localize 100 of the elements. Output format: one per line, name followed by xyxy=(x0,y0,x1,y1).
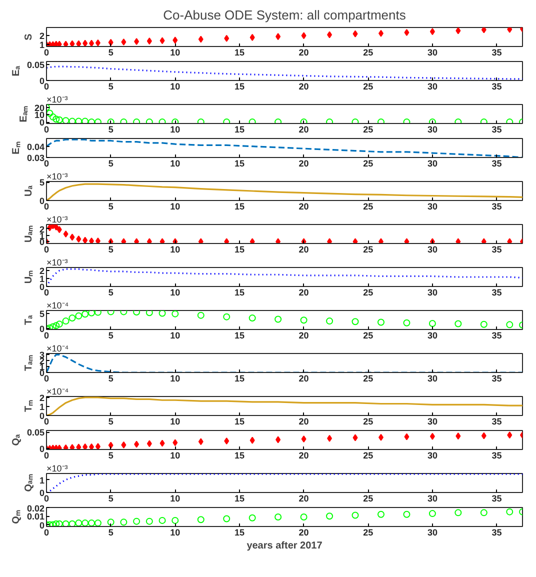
x-tick-label: 5 xyxy=(108,82,114,92)
x-tick-label: 10 xyxy=(170,124,180,134)
x-tick-label: 25 xyxy=(363,158,374,168)
x-tick-label: 25 xyxy=(363,330,374,340)
x-tick-label: 20 xyxy=(298,416,309,426)
y-tick-label: 2 xyxy=(39,266,45,276)
x-tick-label: 25 xyxy=(363,416,374,426)
y-tick-label: 0.04 xyxy=(26,142,45,152)
x-tick-label: 35 xyxy=(492,48,502,58)
y-tick-label: 0.02 xyxy=(26,504,45,514)
y-axis-title: Eₘ xyxy=(10,142,22,154)
y-tick-label: 0.05 xyxy=(26,428,45,438)
x-tick-label: 5 xyxy=(108,374,114,384)
y-tick-label: 20 xyxy=(34,102,45,113)
x-tick-label: 25 xyxy=(363,82,374,92)
x-tick-label: 5 xyxy=(108,158,114,168)
x-tick-label: 5 xyxy=(108,416,114,426)
x-tick-label: 30 xyxy=(427,202,438,212)
x-tick-label: 5 xyxy=(108,124,114,134)
y-tick-label: 1 xyxy=(39,40,45,50)
x-tick-label: 25 xyxy=(363,528,374,538)
x-tick-label: 30 xyxy=(427,374,438,384)
y-tick-label: 10 xyxy=(34,110,45,120)
y-axis-title: Tₐ xyxy=(23,314,34,325)
x-tick-label: 20 xyxy=(298,124,309,134)
x-tick-label: 15 xyxy=(234,450,244,460)
x-tick-label: 20 xyxy=(298,528,309,538)
y-axis-title: Tₘ xyxy=(23,400,34,412)
x-tick-label: 15 xyxy=(234,416,244,426)
x-tick-label: 25 xyxy=(363,244,374,254)
x-tick-label: 25 xyxy=(363,48,374,58)
y-tick-label: 5 xyxy=(39,178,45,188)
x-tick-label: 20 xyxy=(298,48,309,58)
x-tick-label: 20 xyxy=(298,202,309,212)
x-tick-label: 15 xyxy=(234,494,244,504)
x-tick-label: 35 xyxy=(492,528,502,538)
x-tick-label: 5 xyxy=(108,528,114,538)
x-tick-label: 30 xyxy=(427,124,438,134)
x-tick-label: 15 xyxy=(234,48,244,58)
x-tick-label: 5 xyxy=(108,494,114,504)
x-tick-label: 20 xyxy=(298,374,309,384)
x-tick-label: 15 xyxy=(234,244,244,254)
y-tick-label: 5 xyxy=(39,309,45,320)
y-axis-title: Tₐₘ xyxy=(23,355,34,371)
x-tick-label: 25 xyxy=(363,288,374,298)
x-tick-label: 15 xyxy=(234,158,244,168)
text: ×10⁻³ xyxy=(46,172,68,182)
x-tick-label: 20 xyxy=(298,158,309,168)
x-tick-label: 35 xyxy=(492,288,502,298)
y-tick-label: 0.01 xyxy=(26,512,45,522)
y-tick-label: 0.03 xyxy=(26,153,45,163)
x-tick-label: 30 xyxy=(427,330,438,340)
x-tick-label: 10 xyxy=(170,288,180,298)
y-axis-title: Qₐₘ xyxy=(23,474,34,492)
x-tick-label: 20 xyxy=(298,82,309,92)
annotation: ×10⁻⁴ xyxy=(46,344,69,354)
x-tick-label: 25 xyxy=(363,202,374,212)
x-tick-label: 20 xyxy=(298,330,309,340)
y-tick-label: 0 xyxy=(39,520,45,530)
x-tick-label: 35 xyxy=(492,416,502,426)
x-tick-label: 5 xyxy=(108,244,114,254)
x-tick-label: 5 xyxy=(108,330,114,340)
x-tick-label: 30 xyxy=(427,48,438,58)
x-tick-label: 30 xyxy=(427,244,438,254)
y-axis-title: Uₘ xyxy=(23,270,34,284)
x-tick-label: 20 xyxy=(298,244,309,254)
x-tick-label: 15 xyxy=(234,374,244,384)
annotation: ×10⁻³ xyxy=(46,258,68,268)
x-tick-label: 15 xyxy=(234,288,244,298)
x-tick-label: 30 xyxy=(427,82,438,92)
y-axis-title: S xyxy=(23,33,34,40)
x-tick-label: 30 xyxy=(427,450,438,460)
x-tick-label: 10 xyxy=(170,82,180,92)
x-tick-label: 25 xyxy=(363,494,374,504)
chart-title: Co-Abuse ODE System: all compartments xyxy=(163,8,406,22)
y-axis-title: Eₐₘ xyxy=(18,106,30,122)
x-tick-label: 5 xyxy=(108,450,114,460)
y-tick-label: 2 xyxy=(39,392,45,403)
x-tick-label: 35 xyxy=(492,244,502,254)
x-tick-label: 10 xyxy=(170,494,180,504)
y-tick-label: 1 xyxy=(39,274,45,284)
annotation: ×10⁻³ xyxy=(46,214,68,224)
y-axis-title: Qₐ xyxy=(10,434,22,446)
x-tick-label: 10 xyxy=(170,374,180,384)
x-tick-label: 15 xyxy=(234,82,244,92)
x-tick-label: 10 xyxy=(170,450,180,460)
annotation: ×10⁻³ xyxy=(46,464,68,474)
y-tick-label: 0.05 xyxy=(26,60,45,70)
x-tick-label: 35 xyxy=(492,494,502,504)
x-tick-label: 30 xyxy=(427,158,438,168)
x-tick-label: 10 xyxy=(170,48,180,58)
x-tick-label: 15 xyxy=(234,124,244,134)
y-axis-title: Eₐ xyxy=(10,66,22,76)
x-tick-label: 20 xyxy=(298,450,309,460)
x-tick-label: 35 xyxy=(492,82,502,92)
x-tick-label: 10 xyxy=(170,416,180,426)
x-tick-label: 35 xyxy=(492,124,502,134)
x-tick-label: 30 xyxy=(427,288,438,298)
x-tick-label: 15 xyxy=(234,330,244,340)
x-tick-label: 20 xyxy=(298,288,309,298)
